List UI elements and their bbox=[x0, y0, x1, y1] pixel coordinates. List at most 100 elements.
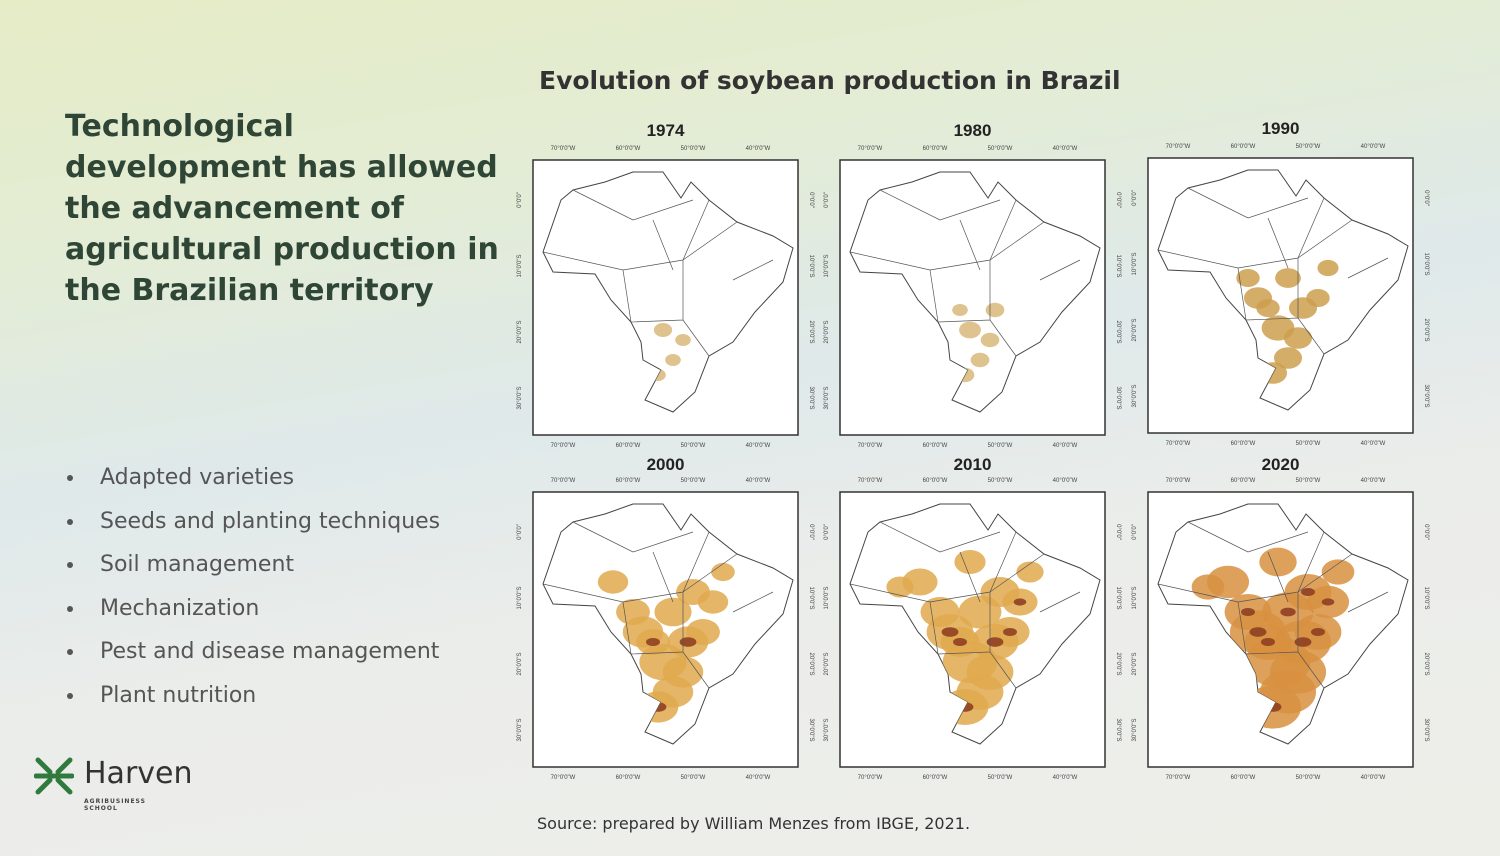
high-production-area bbox=[1321, 598, 1335, 606]
x-tick-label: 50°0'0"W bbox=[1296, 144, 1321, 150]
x-tick-label: 50°0'0"W bbox=[988, 443, 1013, 449]
high-production-area bbox=[1294, 637, 1312, 647]
production-area bbox=[980, 332, 1000, 348]
high-production-area bbox=[1003, 628, 1017, 636]
y-tick-label: 10°0'0"S bbox=[1132, 252, 1138, 275]
production-area bbox=[1016, 561, 1044, 583]
production-area bbox=[653, 323, 673, 337]
y-tick-label: 10°0'0"S bbox=[1132, 586, 1138, 609]
production-area bbox=[1275, 268, 1301, 288]
state-borders bbox=[1157, 521, 1389, 689]
map-panel: 2000 70°0'0"W 70°0'0"W 60°0'0"W 60°0'0"W 50°0… bbox=[517, 455, 814, 781]
heading: Technological development has allowed th… bbox=[65, 109, 499, 308]
x-tick-label: 70°0'0"W bbox=[551, 478, 576, 484]
x-tick-label: 40°0'0"W bbox=[1361, 775, 1386, 781]
state-borders bbox=[542, 521, 774, 689]
panel-year: 2020 bbox=[1262, 455, 1300, 474]
country-outline bbox=[1157, 169, 1409, 411]
bullet: Plant nutrition bbox=[65, 676, 440, 720]
high-production-area bbox=[1249, 627, 1267, 637]
production-area bbox=[959, 321, 981, 339]
country-outline bbox=[849, 171, 1101, 413]
x-tick-label: 40°0'0"W bbox=[1361, 441, 1386, 447]
x-tick-label: 50°0'0"W bbox=[681, 443, 706, 449]
y-tick-label: 0°0'0" bbox=[1115, 192, 1121, 208]
production-area bbox=[1243, 287, 1273, 309]
y-tick-label: 0°0'0" bbox=[808, 192, 814, 208]
y-tick-label: 30°0'0"S bbox=[1423, 718, 1429, 741]
state-borders bbox=[542, 189, 774, 357]
high-production-area bbox=[1241, 608, 1255, 616]
bullet: Pest and disease management bbox=[65, 632, 440, 676]
state-borders bbox=[849, 521, 1081, 689]
x-tick-label: 70°0'0"W bbox=[858, 443, 883, 449]
x-tick-label: 40°0'0"W bbox=[1361, 144, 1386, 150]
y-tick-label: 10°0'0"S bbox=[1115, 254, 1121, 277]
high-production-area bbox=[646, 638, 660, 646]
y-tick-label: 10°0'0"S bbox=[824, 254, 830, 277]
x-tick-label: 70°0'0"W bbox=[551, 443, 576, 449]
production-area bbox=[1191, 574, 1225, 600]
y-tick-label: 20°0'0"S bbox=[1423, 652, 1429, 675]
production-area bbox=[675, 334, 691, 346]
x-tick-label: 40°0'0"W bbox=[1053, 443, 1078, 449]
y-tick-label: 0°0'0" bbox=[1423, 524, 1429, 540]
x-tick-label: 60°0'0"W bbox=[1231, 441, 1256, 447]
y-tick-label: 0°0'0" bbox=[517, 524, 523, 540]
x-tick-label: 50°0'0"W bbox=[988, 146, 1013, 152]
x-tick-label: 50°0'0"W bbox=[1296, 775, 1321, 781]
y-tick-label: 20°0'0"S bbox=[824, 320, 830, 343]
production-areas bbox=[1191, 547, 1355, 729]
y-tick-label: 10°0'0"S bbox=[517, 254, 523, 277]
x-tick-label: 70°0'0"W bbox=[858, 146, 883, 152]
y-tick-label: 10°0'0"S bbox=[808, 254, 814, 277]
high-production-area bbox=[1261, 638, 1275, 646]
high-production-area bbox=[679, 637, 697, 647]
x-tick-label: 70°0'0"W bbox=[551, 146, 576, 152]
production-area bbox=[597, 570, 629, 594]
bullet: Mechanization bbox=[65, 589, 440, 633]
production-area bbox=[1259, 547, 1297, 577]
country-outline bbox=[542, 171, 794, 413]
x-tick-label: 50°0'0"W bbox=[1296, 478, 1321, 484]
x-tick-label: 50°0'0"W bbox=[988, 775, 1013, 781]
y-tick-label: 20°0'0"S bbox=[824, 652, 830, 675]
production-area bbox=[952, 304, 968, 316]
bullet: Seeds and planting techniques bbox=[65, 502, 440, 546]
x-tick-label: 60°0'0"W bbox=[616, 775, 641, 781]
high-production-area bbox=[1311, 628, 1325, 636]
x-tick-label: 60°0'0"W bbox=[1231, 144, 1256, 150]
x-tick-label: 40°0'0"W bbox=[1053, 775, 1078, 781]
panel-year: 1990 bbox=[1262, 119, 1300, 138]
x-tick-label: 40°0'0"W bbox=[746, 443, 771, 449]
bullet: Adapted varieties bbox=[65, 458, 440, 502]
y-tick-label: 20°0'0"S bbox=[517, 320, 523, 343]
production-area bbox=[1306, 289, 1330, 307]
y-tick-label: 10°0'0"S bbox=[1115, 586, 1121, 609]
map-panel: 1980 70°0'0"W 70°0'0"W 60°0'0"W 60°0'0"W 50°0… bbox=[824, 121, 1121, 449]
x-tick-label: 70°0'0"W bbox=[1166, 144, 1191, 150]
production-area bbox=[616, 599, 650, 625]
x-tick-label: 40°0'0"W bbox=[746, 146, 771, 152]
x-tick-label: 60°0'0"W bbox=[616, 478, 641, 484]
high-production-area bbox=[1013, 598, 1027, 606]
production-area bbox=[686, 619, 720, 645]
panel-year: 2010 bbox=[954, 455, 992, 474]
x-tick-label: 40°0'0"W bbox=[746, 775, 771, 781]
x-tick-label: 40°0'0"W bbox=[1361, 478, 1386, 484]
map-panel: 1990 70°0'0"W 70°0'0"W 60°0'0"W 60°0'0"W 50°0… bbox=[1132, 119, 1429, 447]
x-tick-label: 70°0'0"W bbox=[858, 775, 883, 781]
x-tick-label: 60°0'0"W bbox=[1231, 775, 1256, 781]
x-tick-label: 60°0'0"W bbox=[923, 478, 948, 484]
x-tick-label: 60°0'0"W bbox=[923, 443, 948, 449]
panel-year: 2000 bbox=[647, 455, 685, 474]
x-tick-label: 50°0'0"W bbox=[681, 775, 706, 781]
production-areas bbox=[597, 562, 735, 723]
y-tick-label: 30°0'0"S bbox=[808, 386, 814, 409]
high-production-area bbox=[953, 638, 967, 646]
high-production-area bbox=[986, 637, 1004, 647]
x-tick-label: 70°0'0"W bbox=[1166, 478, 1191, 484]
logo-tagline: AGRIBUSINESS SCHOOL bbox=[84, 798, 146, 812]
x-tick-label: 60°0'0"W bbox=[923, 146, 948, 152]
